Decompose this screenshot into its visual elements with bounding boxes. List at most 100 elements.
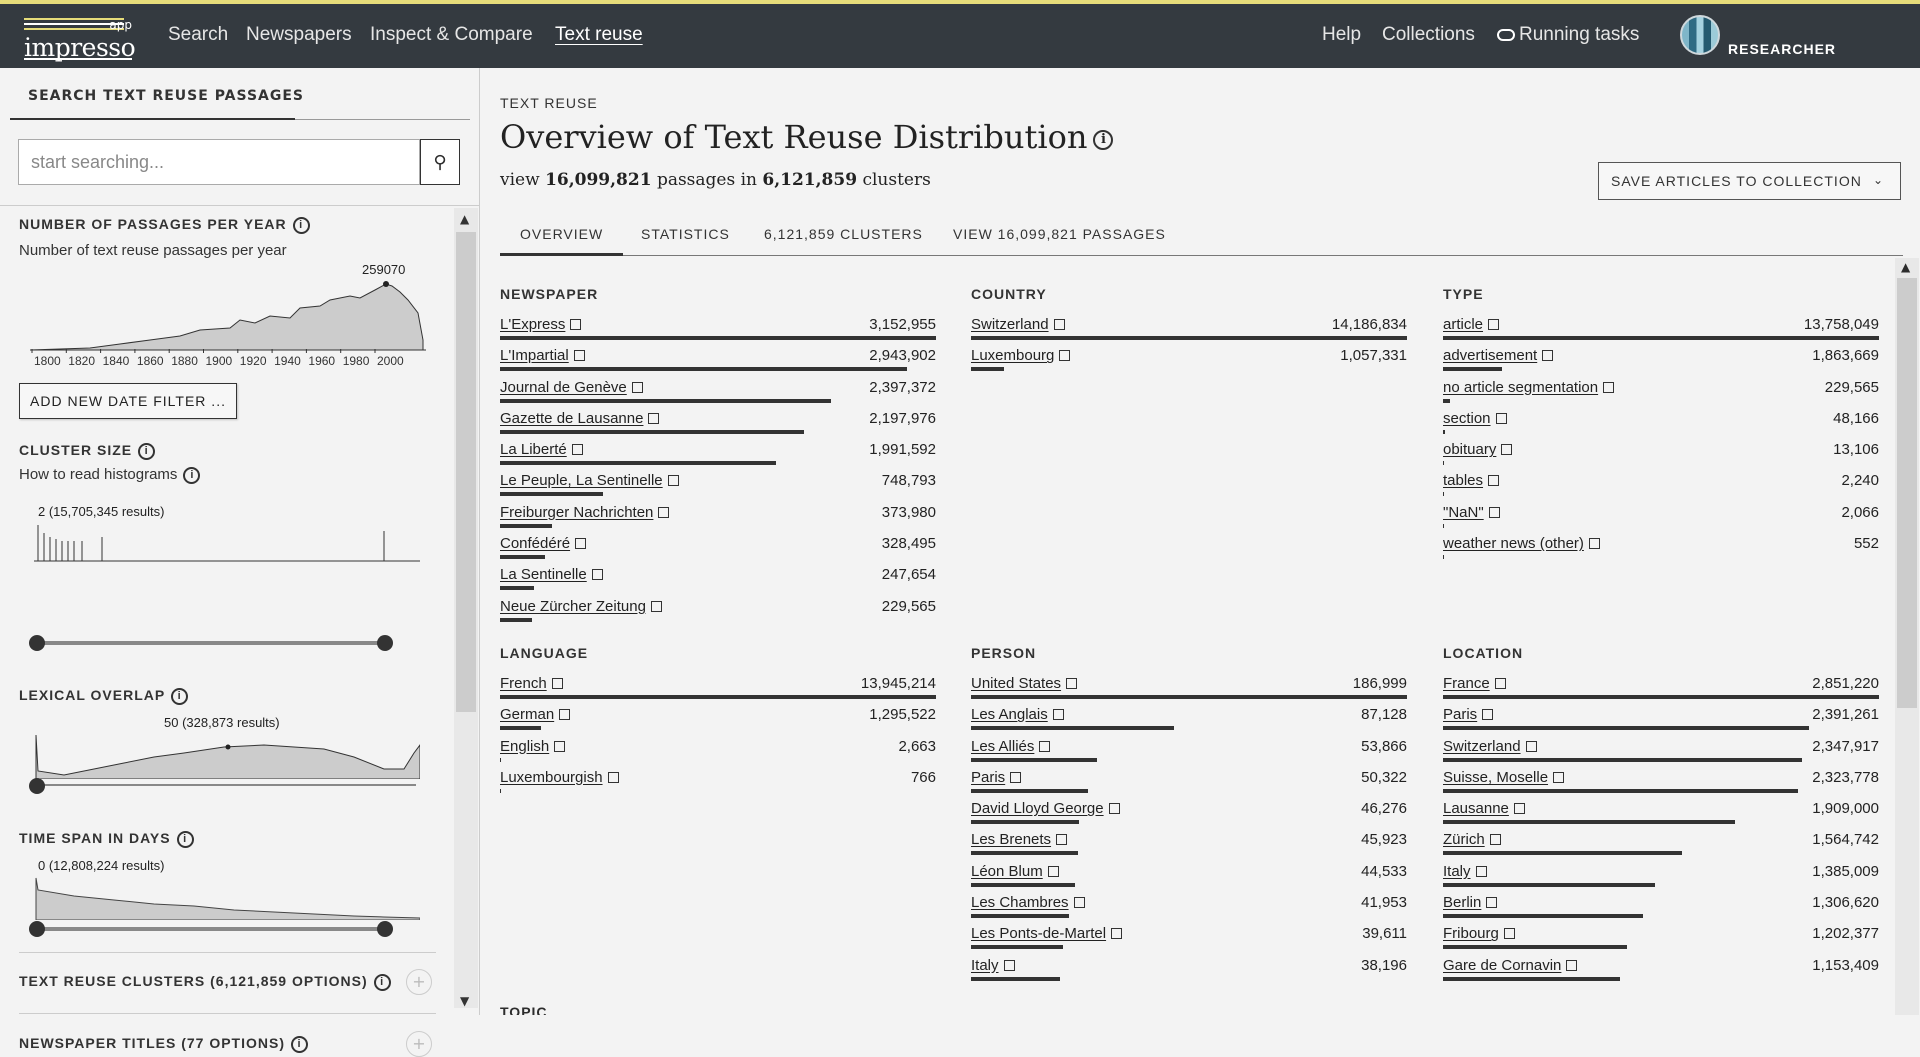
distribution-item-link[interactable]: Les Ponts-de-Martel	[971, 925, 1123, 942]
nav-search[interactable]: Search	[168, 24, 229, 45]
distribution-row[interactable]: Switzerland 14,186,834	[971, 316, 1407, 347]
distribution-item-link[interactable]: Fribourg	[1443, 925, 1515, 942]
distribution-item-link[interactable]: Zürich	[1443, 831, 1501, 848]
facet-newspaper-titles[interactable]: NEWSPAPER TITLES (77 OPTIONS) i	[19, 1035, 308, 1053]
distribution-row[interactable]: Lausanne 1,909,000	[1443, 800, 1879, 831]
lexical-overlap-slider-track[interactable]	[36, 784, 416, 786]
distribution-row[interactable]: L'Impartial 2,943,902	[500, 347, 936, 378]
external-link-icon[interactable]	[667, 475, 679, 487]
main-scrollbar[interactable]: ▲	[1895, 258, 1919, 1015]
distribution-row[interactable]: article 13,758,049	[1443, 316, 1879, 347]
external-link-icon[interactable]	[1039, 740, 1051, 752]
distribution-row[interactable]: Le Peuple, La Sentinelle 748,793	[500, 472, 936, 503]
time-span-histogram[interactable]	[34, 876, 420, 920]
external-link-icon[interactable]	[1494, 678, 1506, 689]
distribution-item-link[interactable]: article	[1443, 316, 1500, 333]
distribution-row[interactable]: French 13,945,214	[500, 675, 936, 706]
distribution-row[interactable]: France 2,851,220	[1443, 675, 1879, 706]
external-link-icon[interactable]	[1501, 444, 1513, 456]
expand-newspapers-facet-button[interactable]: +	[406, 1031, 432, 1057]
external-link-icon[interactable]	[1553, 771, 1565, 783]
info-icon[interactable]: i	[176, 830, 194, 848]
sidebar-scroll-thumb[interactable]	[456, 232, 476, 712]
distribution-item-link[interactable]: Berlin	[1443, 894, 1498, 911]
external-link-icon[interactable]	[1503, 928, 1515, 940]
external-link-icon[interactable]	[658, 506, 670, 518]
user-role-label[interactable]: RESEARCHER	[1728, 41, 1837, 57]
distribution-item-link[interactable]: Freiburger Nachrichten	[500, 504, 670, 521]
external-link-icon[interactable]	[1010, 771, 1022, 783]
tab-clusters[interactable]: 6,121,859 CLUSTERS	[764, 226, 923, 242]
distribution-item-link[interactable]: obituary	[1443, 441, 1513, 458]
distribution-item-link[interactable]: Confédéré	[500, 535, 587, 552]
external-link-icon[interactable]	[1488, 506, 1500, 518]
external-link-icon[interactable]	[631, 381, 643, 393]
tab-statistics[interactable]: STATISTICS	[641, 226, 730, 242]
scroll-up-icon[interactable]: ▲	[1901, 260, 1911, 274]
distribution-item-link[interactable]: weather news (other)	[1443, 535, 1600, 552]
user-avatar[interactable]	[1680, 15, 1720, 55]
nav-help[interactable]: Help	[1322, 24, 1362, 45]
distribution-row[interactable]: Zürich 1,564,742	[1443, 831, 1879, 862]
external-link-icon[interactable]	[1111, 928, 1123, 940]
external-link-icon[interactable]	[1542, 350, 1554, 362]
nav-collections[interactable]: Collections	[1382, 24, 1475, 45]
distribution-item-link[interactable]: advertisement	[1443, 347, 1554, 364]
distribution-row[interactable]: weather news (other) 552	[1443, 535, 1879, 566]
distribution-row[interactable]: Italy 1,385,009	[1443, 863, 1879, 894]
time-span-slider-min[interactable]	[29, 921, 45, 937]
time-span-slider-track[interactable]	[36, 927, 386, 931]
distribution-row[interactable]: Gare de Cornavin 1,153,409	[1443, 957, 1879, 988]
distribution-item-link[interactable]: Les Alliés	[971, 738, 1051, 755]
nav-text-reuse[interactable]: Text reuse	[555, 24, 643, 45]
info-icon[interactable]: i	[138, 442, 156, 460]
external-link-icon[interactable]	[1056, 834, 1068, 846]
distribution-row[interactable]: Les Anglais 87,128	[971, 706, 1407, 737]
distribution-item-link[interactable]: United States	[971, 675, 1078, 692]
distribution-item-link[interactable]: Les Anglais	[971, 706, 1064, 723]
distribution-row[interactable]: Freiburger Nachrichten 373,980	[500, 504, 936, 535]
external-link-icon[interactable]	[1525, 740, 1537, 752]
external-link-icon[interactable]	[551, 678, 563, 689]
distribution-item-link[interactable]: Neue Zürcher Zeitung	[500, 598, 662, 615]
distribution-item-link[interactable]: "NaN"	[1443, 504, 1500, 521]
external-link-icon[interactable]	[575, 538, 587, 550]
tab-passages[interactable]: VIEW 16,099,821 PASSAGES	[953, 226, 1166, 242]
distribution-item-link[interactable]: Italy	[1443, 863, 1487, 880]
distribution-item-link[interactable]: Luxembourg	[971, 347, 1071, 364]
distribution-item-link[interactable]: Switzerland	[971, 316, 1065, 333]
external-link-icon[interactable]	[1495, 412, 1507, 424]
distribution-item-link[interactable]: Journal de Genève	[500, 379, 643, 396]
cluster-size-slider-track[interactable]	[36, 641, 386, 645]
external-link-icon[interactable]	[1053, 319, 1065, 330]
save-to-collection-button[interactable]: SAVE ARTICLES TO COLLECTION ⌄	[1598, 162, 1901, 200]
external-link-icon[interactable]	[591, 569, 603, 581]
distribution-row[interactable]: German 1,295,522	[500, 706, 936, 737]
distribution-row[interactable]: L'Express 3,152,955	[500, 316, 936, 347]
external-link-icon[interactable]	[1059, 350, 1071, 362]
distribution-item-link[interactable]: L'Express	[500, 316, 582, 333]
distribution-row[interactable]: section 48,166	[1443, 410, 1879, 441]
distribution-item-link[interactable]: section	[1443, 410, 1507, 427]
sidebar-tab-search-passages[interactable]: SEARCH TEXT REUSE PASSAGES	[28, 88, 305, 104]
external-link-icon[interactable]	[1588, 538, 1600, 550]
distribution-row[interactable]: English 2,663	[500, 738, 936, 769]
search-button[interactable]: ⚲	[420, 139, 460, 185]
distribution-row[interactable]: "NaN" 2,066	[1443, 504, 1879, 535]
distribution-row[interactable]: Paris 50,322	[971, 769, 1407, 800]
expand-clusters-facet-button[interactable]: +	[406, 969, 432, 995]
distribution-row[interactable]: Switzerland 2,347,917	[1443, 738, 1879, 769]
external-link-icon[interactable]	[1052, 709, 1064, 721]
distribution-item-link[interactable]: Suisse, Moselle	[1443, 769, 1565, 786]
external-link-icon[interactable]	[1603, 381, 1615, 393]
distribution-item-link[interactable]: Luxembourgish	[500, 769, 619, 786]
external-link-icon[interactable]	[1066, 678, 1078, 689]
passages-per-year-histogram[interactable]	[30, 278, 426, 358]
distribution-row[interactable]: La Sentinelle 247,654	[500, 566, 936, 597]
external-link-icon[interactable]	[607, 771, 619, 783]
external-link-icon[interactable]	[1073, 897, 1085, 909]
external-link-icon[interactable]	[648, 412, 660, 424]
external-link-icon[interactable]	[559, 709, 571, 721]
distribution-item-link[interactable]: tables	[1443, 472, 1500, 489]
distribution-row[interactable]: no article segmentation 229,565	[1443, 379, 1879, 410]
